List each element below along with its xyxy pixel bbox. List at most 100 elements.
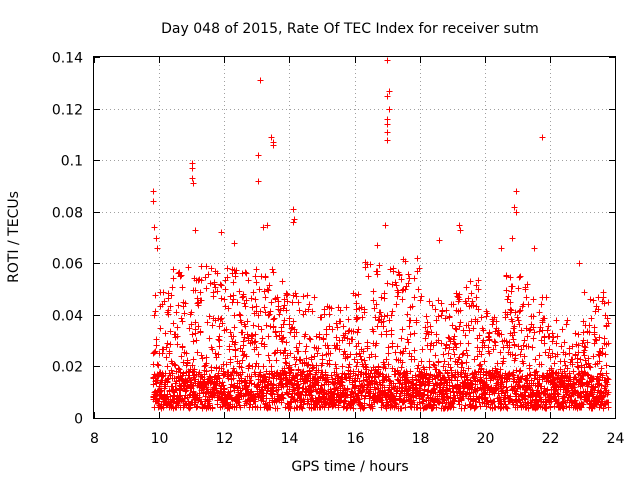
- data-point: [350, 328, 357, 335]
- data-point: [343, 304, 350, 311]
- data-point: [416, 399, 423, 406]
- data-point: [392, 279, 399, 286]
- data-points: [150, 57, 612, 412]
- data-point: [218, 282, 225, 289]
- data-point: [484, 310, 491, 317]
- data-point: [491, 314, 498, 321]
- data-point: [402, 345, 409, 352]
- data-point: [598, 382, 605, 389]
- data-point: [427, 371, 434, 378]
- data-point: [345, 316, 352, 323]
- data-point: [306, 383, 313, 390]
- data-point: [435, 337, 442, 344]
- data-point: [240, 342, 247, 349]
- data-point: [262, 373, 269, 380]
- data-point: [178, 272, 185, 279]
- data-point: [311, 294, 318, 301]
- data-point: [559, 404, 566, 411]
- data-point: [405, 339, 412, 346]
- data-point: [263, 395, 270, 402]
- data-point: [402, 286, 409, 293]
- data-point: [360, 405, 367, 412]
- data-point: [539, 319, 546, 326]
- data-point: [265, 312, 272, 319]
- data-point: [203, 368, 210, 375]
- data-point: [296, 340, 303, 347]
- data-point: [242, 269, 249, 276]
- data-point: [525, 343, 532, 350]
- data-point: [316, 331, 323, 338]
- data-point: [190, 356, 197, 363]
- data-point: [558, 343, 565, 350]
- data-point: [335, 373, 342, 380]
- data-point: [471, 356, 478, 363]
- data-point: [517, 307, 524, 314]
- data-point: [509, 283, 516, 290]
- data-point: [383, 405, 390, 412]
- data-point: [530, 324, 537, 331]
- data-point: [296, 307, 303, 314]
- data-point: [213, 364, 220, 371]
- data-point: [276, 311, 283, 318]
- data-point: [353, 306, 360, 313]
- chart-title: Day 048 of 2015, Rate Of TEC Index for r…: [161, 21, 539, 37]
- data-point: [371, 305, 378, 312]
- data-point: [271, 315, 278, 322]
- data-point: [165, 311, 172, 318]
- data-point: [521, 353, 528, 360]
- data-point: [591, 329, 598, 336]
- data-point: [195, 302, 202, 309]
- data-point: [184, 359, 191, 366]
- data-point: [216, 323, 223, 330]
- data-point: [509, 235, 516, 242]
- grid-layer: [94, 57, 615, 418]
- data-point: [353, 363, 360, 370]
- data-point: [188, 321, 195, 328]
- data-point: [475, 277, 482, 284]
- data-point: [600, 294, 607, 301]
- data-point: [463, 347, 470, 354]
- data-point: [426, 380, 433, 387]
- data-point: [216, 337, 223, 344]
- data-point: [385, 350, 392, 357]
- data-point: [530, 296, 537, 303]
- data-point: [365, 273, 372, 280]
- data-point: [192, 326, 199, 333]
- data-point: [513, 388, 520, 395]
- data-point: [497, 349, 504, 356]
- data-point: [256, 286, 263, 293]
- data-point: [464, 352, 471, 359]
- data-point: [237, 404, 244, 411]
- data-point: [252, 338, 259, 345]
- data-point: [367, 261, 374, 268]
- data-point: [208, 379, 215, 386]
- data-point: [218, 315, 225, 322]
- data-point: [323, 331, 330, 338]
- data-point: [187, 404, 194, 411]
- data-point: [266, 282, 273, 289]
- data-point: [186, 405, 193, 412]
- data-point: [457, 227, 464, 234]
- data-point: [465, 365, 472, 372]
- data-point: [474, 318, 481, 325]
- data-point: [252, 296, 259, 303]
- data-point: [255, 323, 262, 330]
- data-point: [206, 313, 213, 320]
- data-point: [326, 361, 333, 368]
- data-point: [198, 277, 205, 284]
- data-point: [306, 301, 313, 308]
- data-point: [396, 271, 403, 278]
- data-point: [300, 293, 307, 300]
- data-point: [245, 277, 252, 284]
- data-point: [159, 350, 166, 357]
- data-point: [214, 288, 221, 295]
- data-point: [474, 353, 481, 360]
- data-point: [151, 224, 158, 231]
- data-point: [234, 299, 241, 306]
- data-point: [459, 360, 466, 367]
- data-point: [192, 227, 199, 234]
- data-point: [590, 297, 597, 304]
- data-point: [243, 400, 250, 407]
- data-point: [503, 384, 510, 391]
